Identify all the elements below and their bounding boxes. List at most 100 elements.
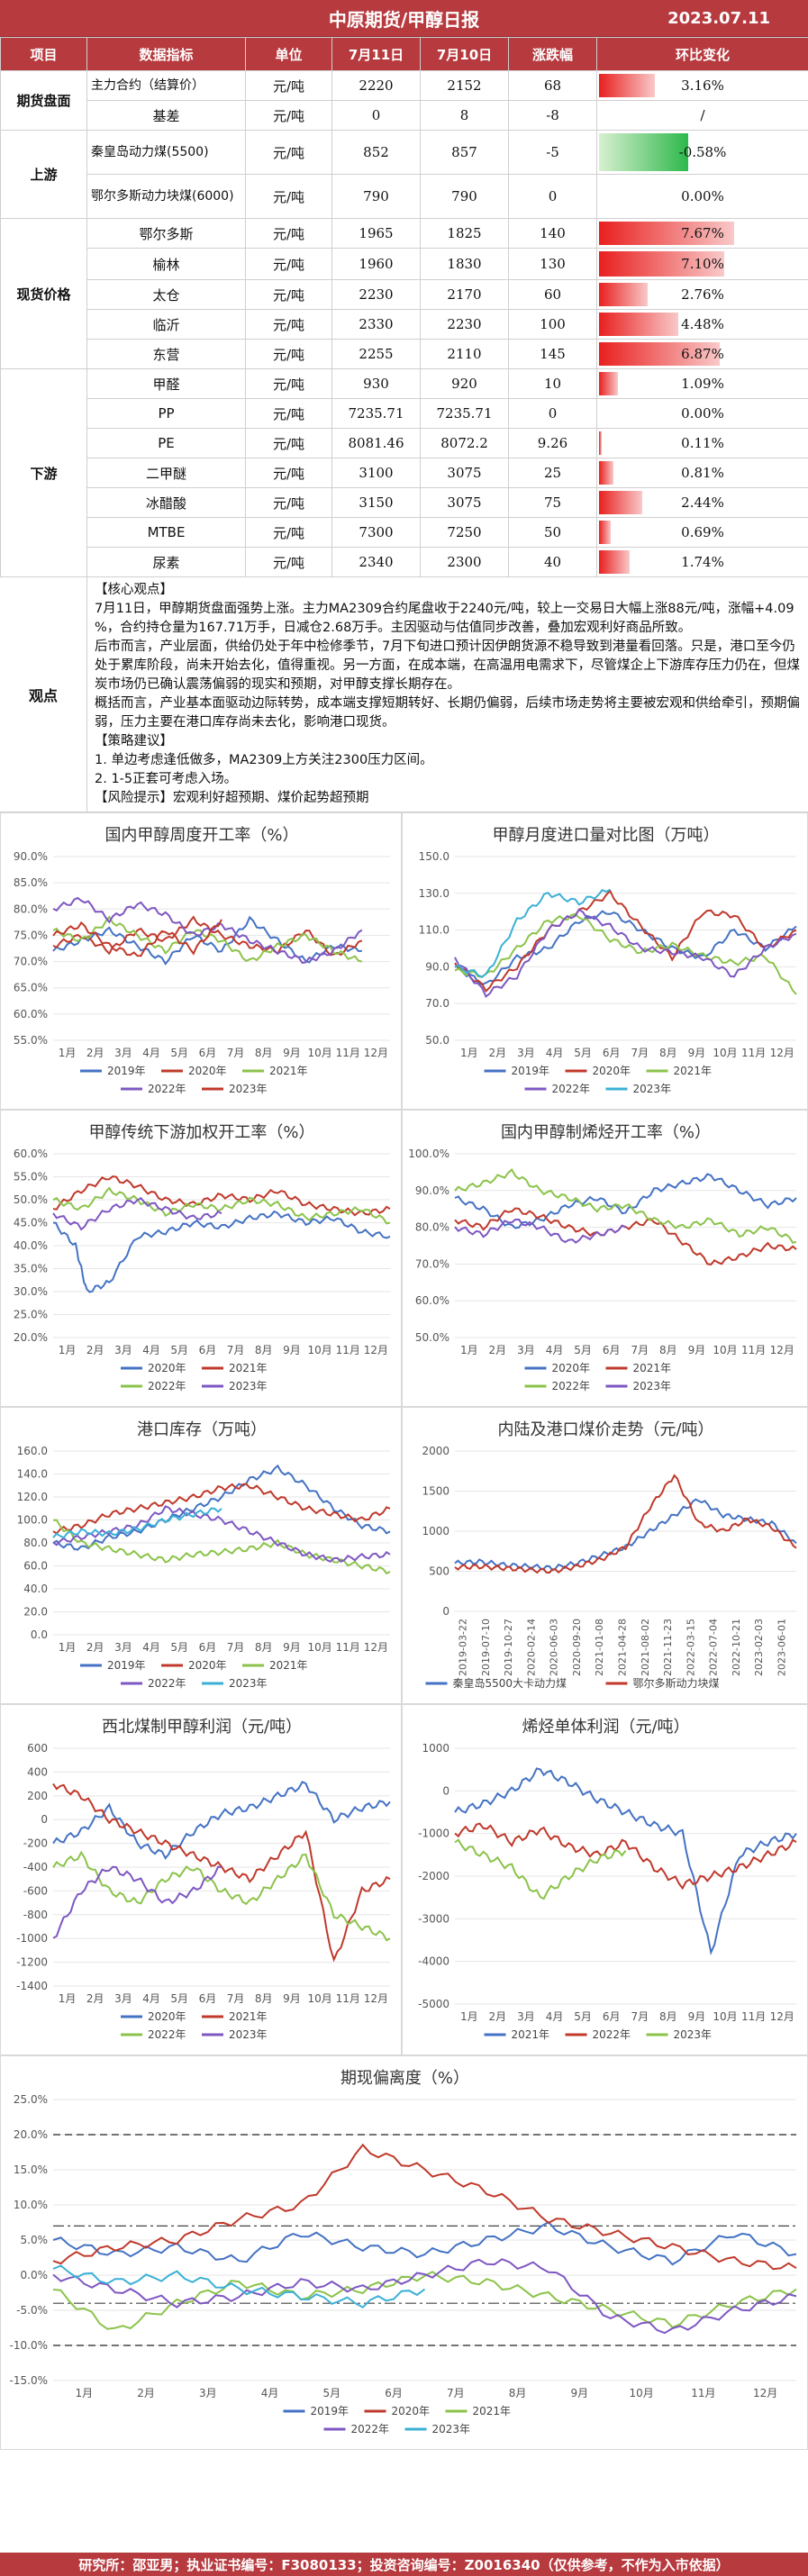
views-paragraph: 7月11日，甲醇期货盘面强势上涨。主力MA2309合约尾盘收于2240元/吨，较… — [95, 602, 794, 635]
y-tick-label: -800 — [23, 1909, 48, 1921]
series-line — [454, 910, 797, 986]
legend-label: 2023年 — [633, 1083, 672, 1095]
col-header: 7月10日 — [420, 37, 509, 71]
y-tick-label: -1000 — [16, 1932, 48, 1945]
y-tick-label: 0.0 — [31, 1628, 48, 1641]
mom-bar — [599, 342, 721, 366]
y-tick-label: 50.0 — [425, 1034, 449, 1047]
y-tick-label: 75.0% — [14, 929, 48, 941]
views-paragraph: 【策略建议】 — [95, 734, 173, 748]
mom-cell: 6.87% — [596, 339, 808, 369]
series-line — [52, 1483, 391, 1535]
chart-title: 国内甲醇周度开工率（%） — [104, 826, 298, 845]
value-cell: 3075 — [420, 487, 509, 518]
mom-bar — [599, 313, 678, 336]
category-cell: 上游 — [0, 130, 87, 219]
x-tick-label: 2023-06-01 — [776, 1619, 787, 1676]
chart-panel: 港口库存（万吨） 0.0 20.0 40.0 60.0 80.0 100.0 120.0 140… — [0, 1407, 402, 1704]
mom-bar — [599, 461, 613, 485]
mom-value: 4.48% — [681, 316, 724, 332]
y-tick-label: 70.0 — [425, 997, 449, 1010]
table-row: 现货价格 鄂尔多斯 元/吨 1965 1825 140 7.67% — [0, 218, 808, 369]
col-header: 项目 — [0, 37, 87, 71]
legend-label: 2022年 — [148, 1677, 186, 1690]
x-tick-label: 11月 — [336, 1344, 360, 1356]
chart-svg: 西北煤制甲醇利润（元/吨） -1400 -1200 -1000 -800 -600 -400… — [16, 1718, 391, 2041]
value-cell: 2340 — [331, 547, 421, 577]
x-tick-label: 6月 — [199, 1047, 217, 1059]
indicator-cell: PE — [86, 428, 246, 458]
value-cell: 2255 — [331, 339, 421, 369]
series-line — [454, 888, 611, 978]
views-label: 观点 — [0, 577, 87, 812]
x-tick-label: 7月 — [447, 2387, 465, 2399]
x-tick-label: 9月 — [283, 1344, 301, 1356]
x-tick-label: 2月 — [86, 1344, 104, 1356]
table-row: 榆林 元/吨 1960 1830 130 7.10% — [1, 248, 808, 280]
table-row: 冰醋酸 元/吨 3150 3075 75 2.44% — [1, 487, 808, 518]
y-tick-label: -1000 — [418, 1828, 449, 1840]
unit-cell: 元/吨 — [245, 248, 332, 280]
value-cell: 2152 — [420, 70, 509, 101]
x-tick-label: 2020-02-14 — [525, 1619, 537, 1676]
x-tick-label: 9月 — [283, 1992, 301, 2005]
legend-label: 2021年 — [633, 1362, 672, 1374]
x-tick-label: 3月 — [517, 1047, 535, 1059]
change-cell: 130 — [508, 248, 597, 280]
x-tick-label: 3月 — [199, 2387, 217, 2399]
unit-cell: 元/吨 — [245, 547, 332, 577]
legend-label: 2020年 — [188, 1065, 227, 1077]
table-row: 基差 元/吨 0 8 -8 / — [1, 100, 808, 131]
value-cell: 1830 — [420, 248, 509, 280]
series-line — [454, 912, 797, 995]
x-tick-label: 5月 — [170, 1047, 188, 1059]
mom-cell: 0.81% — [596, 458, 808, 488]
x-tick-label: 6月 — [199, 1992, 217, 2005]
legend-label: 2023年 — [674, 2028, 713, 2041]
x-tick-label: 2021-11-23 — [662, 1619, 674, 1676]
table-row: PE 元/吨 8081.46 8072.2 9.26 0.11% — [1, 428, 808, 458]
x-tick-label: 4月 — [142, 1641, 160, 1654]
x-tick-label: 12月 — [770, 1047, 794, 1059]
x-tick-label: 6月 — [603, 1344, 621, 1356]
y-tick-label: 120.0 — [17, 1491, 48, 1503]
y-tick-label: 80.0% — [14, 903, 48, 915]
x-tick-label: 3月 — [114, 1344, 132, 1356]
x-tick-label: 7月 — [227, 1047, 245, 1059]
series-line — [52, 1865, 222, 1939]
value-cell: 2110 — [420, 339, 509, 369]
x-tick-label: 8月 — [659, 1047, 677, 1059]
y-tick-label: 80.0% — [415, 1221, 449, 1234]
x-tick-label: 2月 — [489, 1047, 507, 1059]
y-tick-label: -10.0% — [10, 2339, 48, 2352]
y-tick-label: -4000 — [418, 1955, 449, 1968]
views-paragraph: 【风险提示】宏观利好超预期、煤价起势超预期 — [95, 791, 369, 805]
mom-cell: 1.09% — [596, 368, 808, 399]
legend-label: 2022年 — [148, 1083, 186, 1095]
series-line — [454, 1219, 626, 1244]
series-line — [52, 2264, 426, 2308]
series-line — [52, 1175, 391, 1217]
series-line — [454, 1207, 797, 1265]
report-date: 2023.07.11 — [667, 8, 770, 28]
x-tick-label: 11月 — [741, 1047, 766, 1059]
x-tick-label: 2022-03-15 — [685, 1619, 696, 1676]
y-tick-label: 55.0% — [14, 1171, 48, 1184]
x-tick-label: 9月 — [283, 1641, 301, 1654]
value-cell: 2330 — [331, 309, 421, 340]
legend-label: 2021年 — [674, 1065, 713, 1077]
x-tick-label: 10月 — [307, 1641, 331, 1654]
y-tick-label: 100.0 — [17, 1514, 48, 1527]
x-tick-label: 10月 — [307, 1344, 331, 1356]
y-tick-label: 60.0% — [415, 1294, 449, 1307]
legend-label: 2020年 — [188, 1659, 227, 1672]
indicator-cell: 二甲醚 — [86, 458, 246, 488]
value-cell: 0 — [331, 100, 421, 131]
value-cell: 1825 — [420, 218, 509, 249]
views-paragraph: 后市而言，产业层面，供给仍处于年中检修季节，7月下旬进口预计因伊朗货源不稳导致到… — [95, 639, 800, 692]
x-tick-label: 2月 — [86, 1641, 104, 1654]
mom-cell: 0.69% — [596, 517, 808, 548]
value-cell: 8 — [420, 100, 509, 131]
y-tick-label: 55.0% — [14, 1034, 48, 1047]
mom-cell: 2.44% — [596, 487, 808, 518]
